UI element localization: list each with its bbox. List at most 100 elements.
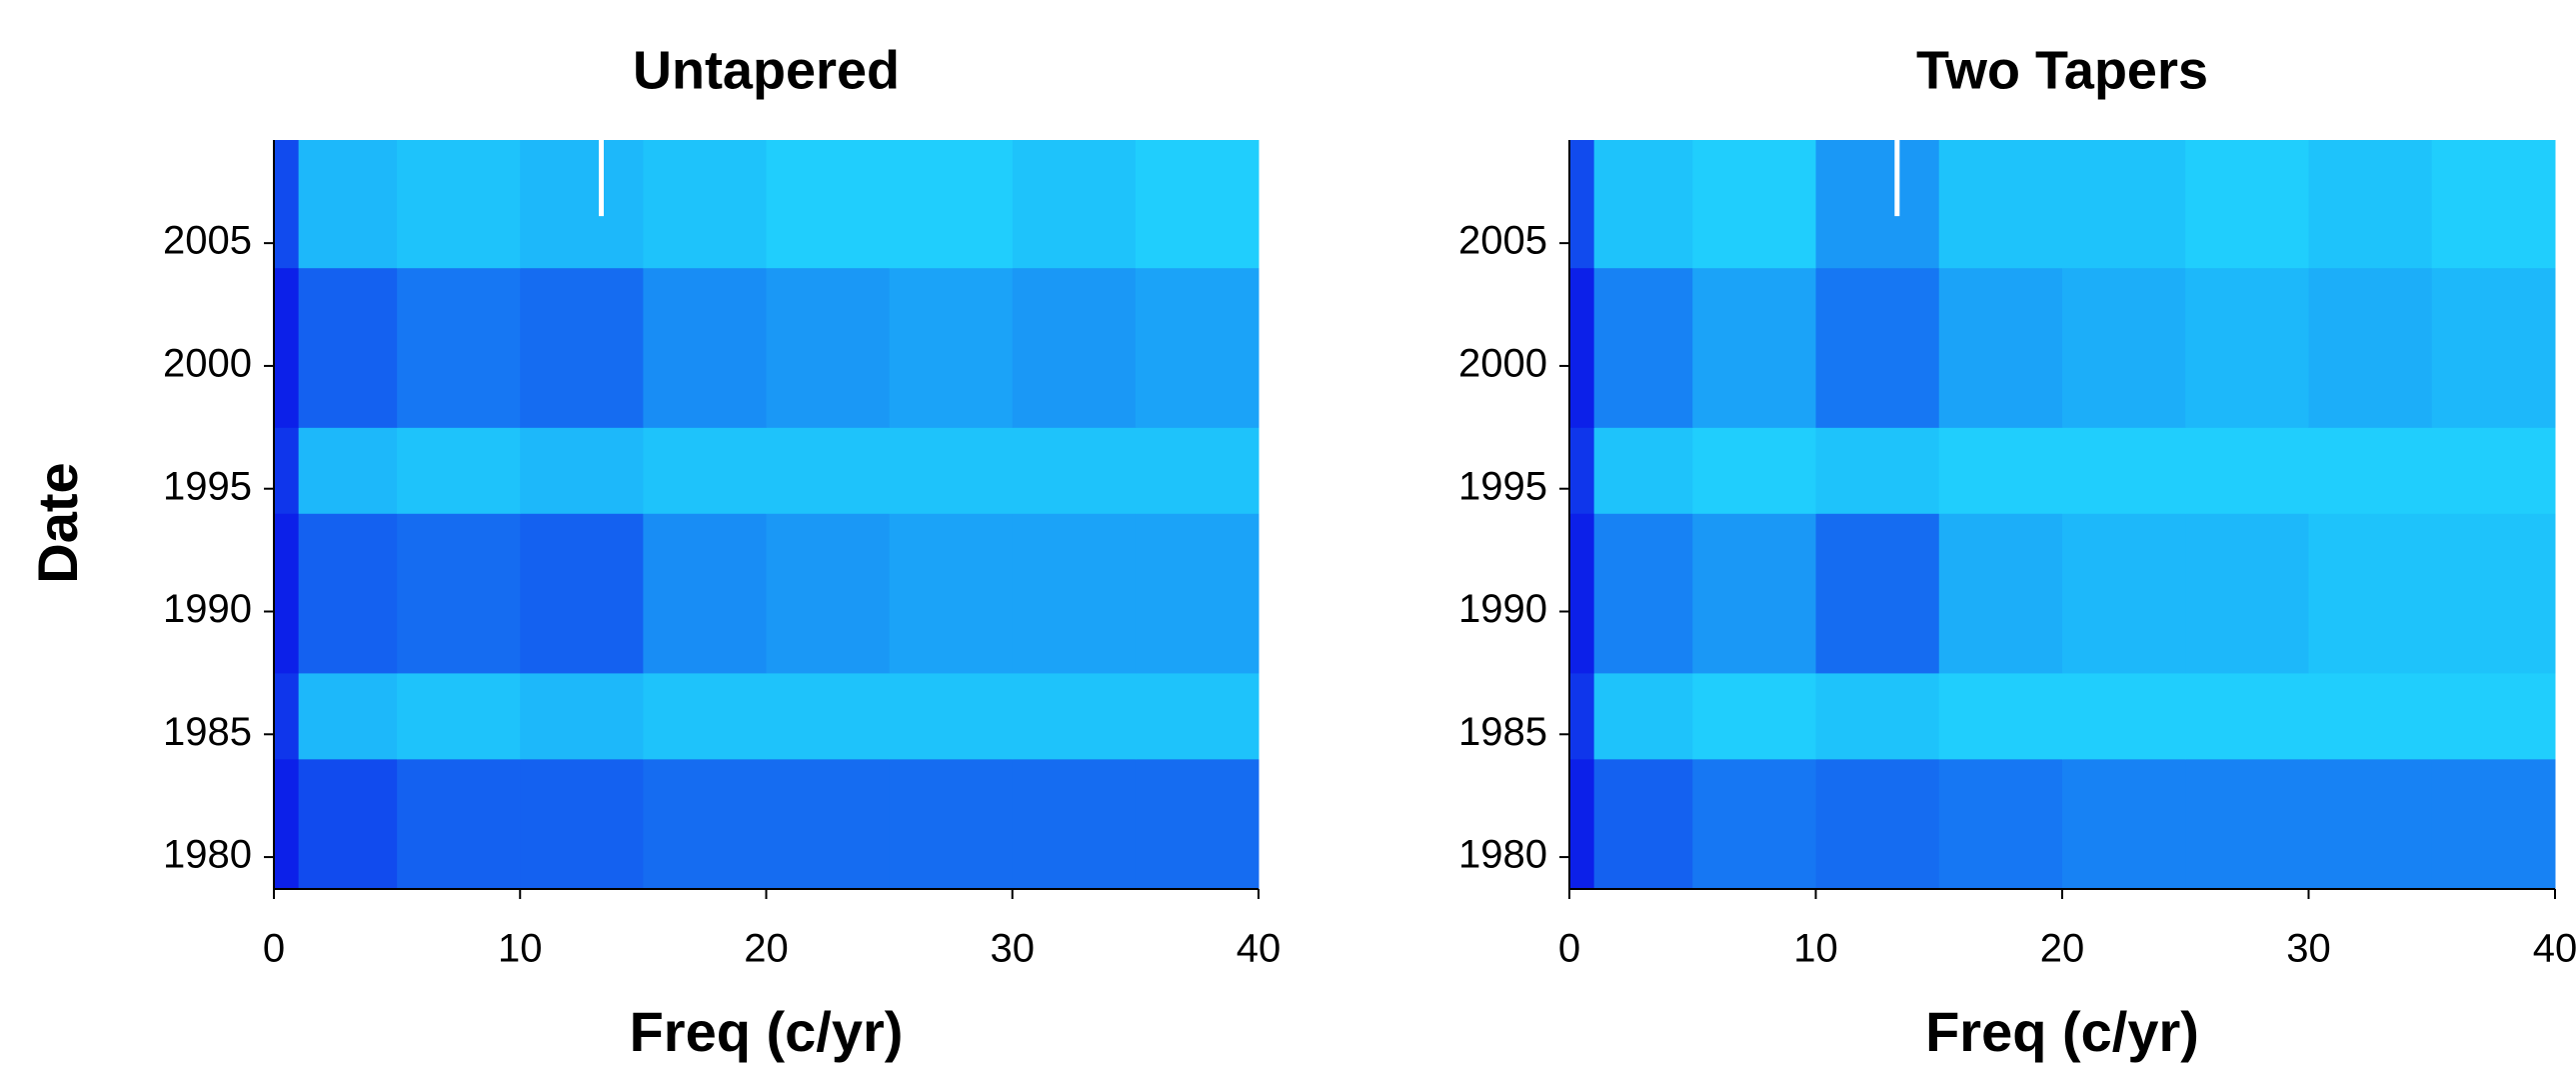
heat-cell bbox=[298, 140, 398, 269]
heat-cell bbox=[889, 267, 1014, 428]
heat-cell bbox=[1012, 758, 1137, 890]
heat-cell bbox=[1569, 267, 1595, 428]
chart-title: Untapered bbox=[633, 40, 900, 100]
heat-cell bbox=[1692, 267, 1816, 428]
heat-cell bbox=[2431, 672, 2556, 760]
heat-cell bbox=[298, 267, 398, 428]
heat-cell bbox=[1569, 427, 1595, 514]
heat-cell bbox=[766, 140, 891, 269]
heat-cell bbox=[1593, 267, 1693, 428]
heat-cell bbox=[2308, 672, 2433, 760]
heat-cell bbox=[1593, 758, 1693, 890]
heat-cell bbox=[766, 513, 891, 674]
heat-cell bbox=[2308, 758, 2433, 890]
heat-cell bbox=[2185, 672, 2309, 760]
heat-cell bbox=[1569, 758, 1595, 890]
y-tick-label: 1985 bbox=[1458, 710, 1547, 754]
heat-cell bbox=[766, 672, 891, 760]
y-tick-label: 2000 bbox=[1458, 341, 1547, 385]
heat-cell bbox=[1135, 513, 1260, 674]
heat-cell bbox=[1135, 672, 1260, 760]
heat-cell bbox=[1938, 513, 2063, 674]
heat-cell bbox=[298, 513, 398, 674]
heat-cell bbox=[298, 427, 398, 514]
heat-cell bbox=[2062, 427, 2186, 514]
heat-cell bbox=[889, 140, 1014, 269]
heat-cell bbox=[1938, 758, 2063, 890]
heat-cell bbox=[298, 672, 398, 760]
heat-cell bbox=[397, 140, 521, 269]
heat-cell bbox=[889, 672, 1014, 760]
heat-cell bbox=[1135, 267, 1260, 428]
y-tick-label: 1985 bbox=[163, 710, 252, 754]
x-tick-label: 10 bbox=[498, 927, 543, 971]
heat-cell bbox=[274, 672, 300, 760]
heat-cell bbox=[1692, 513, 1816, 674]
heat-cell bbox=[274, 140, 300, 269]
heat-cell bbox=[1569, 140, 1595, 269]
heat-cell bbox=[1593, 427, 1693, 514]
heat-cell bbox=[2308, 427, 2433, 514]
heat-cell bbox=[1135, 758, 1260, 890]
y-tick-label: 1990 bbox=[1458, 587, 1547, 631]
heat-cell bbox=[1692, 427, 1816, 514]
heat-cell bbox=[1938, 427, 2063, 514]
heat-cell bbox=[1692, 140, 1816, 269]
heat-cell bbox=[1569, 672, 1595, 760]
x-tick-label: 40 bbox=[1237, 927, 1282, 971]
heat-cell bbox=[2308, 267, 2433, 428]
y-tick-label: 2000 bbox=[163, 341, 252, 385]
x-tick-label: 0 bbox=[1558, 927, 1580, 971]
heat-cell bbox=[1593, 140, 1693, 269]
heat-cell bbox=[397, 267, 521, 428]
heat-cell bbox=[1815, 513, 1940, 674]
heat-cell bbox=[643, 267, 767, 428]
heat-cell bbox=[520, 758, 644, 890]
heat-cell bbox=[1938, 672, 2063, 760]
heat-cell bbox=[2431, 758, 2556, 890]
heat-cell bbox=[1593, 513, 1693, 674]
heat-cell bbox=[2308, 140, 2433, 269]
heat-cell bbox=[2062, 672, 2186, 760]
heat-cell bbox=[1569, 513, 1595, 674]
heat-cell bbox=[1815, 427, 1940, 514]
heat-cell bbox=[643, 758, 767, 890]
heat-cell bbox=[520, 267, 644, 428]
y-tick-label: 1980 bbox=[163, 833, 252, 877]
heat-cell bbox=[1815, 672, 1940, 760]
heat-cell bbox=[1012, 140, 1137, 269]
heat-cell bbox=[889, 427, 1014, 514]
x-tick-label: 20 bbox=[744, 927, 789, 971]
heat-cell bbox=[643, 427, 767, 514]
y-axis-label: Date bbox=[26, 462, 89, 583]
x-tick-label: 10 bbox=[1793, 927, 1838, 971]
heat-cell bbox=[397, 672, 521, 760]
heat-cell bbox=[1692, 672, 1816, 760]
y-tick-label: 2005 bbox=[163, 219, 252, 263]
heat-cell bbox=[2431, 513, 2556, 674]
heat-cell bbox=[889, 513, 1014, 674]
heat-cell bbox=[1593, 672, 1693, 760]
x-axis-label: Freq (c/yr) bbox=[630, 1000, 904, 1063]
heat-cell bbox=[1135, 427, 1260, 514]
heat-cell bbox=[1012, 427, 1137, 514]
heat-cell bbox=[520, 672, 644, 760]
heat-cell bbox=[520, 140, 644, 269]
y-tick-label: 1995 bbox=[163, 464, 252, 508]
heat-cell bbox=[397, 513, 521, 674]
heat-cell bbox=[2431, 267, 2556, 428]
y-tick-label: 1995 bbox=[1458, 464, 1547, 508]
heat-cell bbox=[1012, 672, 1137, 760]
heat-cell bbox=[1692, 758, 1816, 890]
heat-cell bbox=[2185, 513, 2309, 674]
heat-cell bbox=[1938, 267, 2063, 428]
y-tick-label: 1990 bbox=[163, 587, 252, 631]
heat-cell bbox=[2185, 758, 2309, 890]
heat-cell bbox=[889, 758, 1014, 890]
heat-cell bbox=[766, 758, 891, 890]
heat-cell bbox=[2185, 427, 2309, 514]
heat-cell bbox=[2431, 140, 2556, 269]
heat-cell bbox=[2431, 427, 2556, 514]
heat-cell bbox=[2308, 513, 2433, 674]
